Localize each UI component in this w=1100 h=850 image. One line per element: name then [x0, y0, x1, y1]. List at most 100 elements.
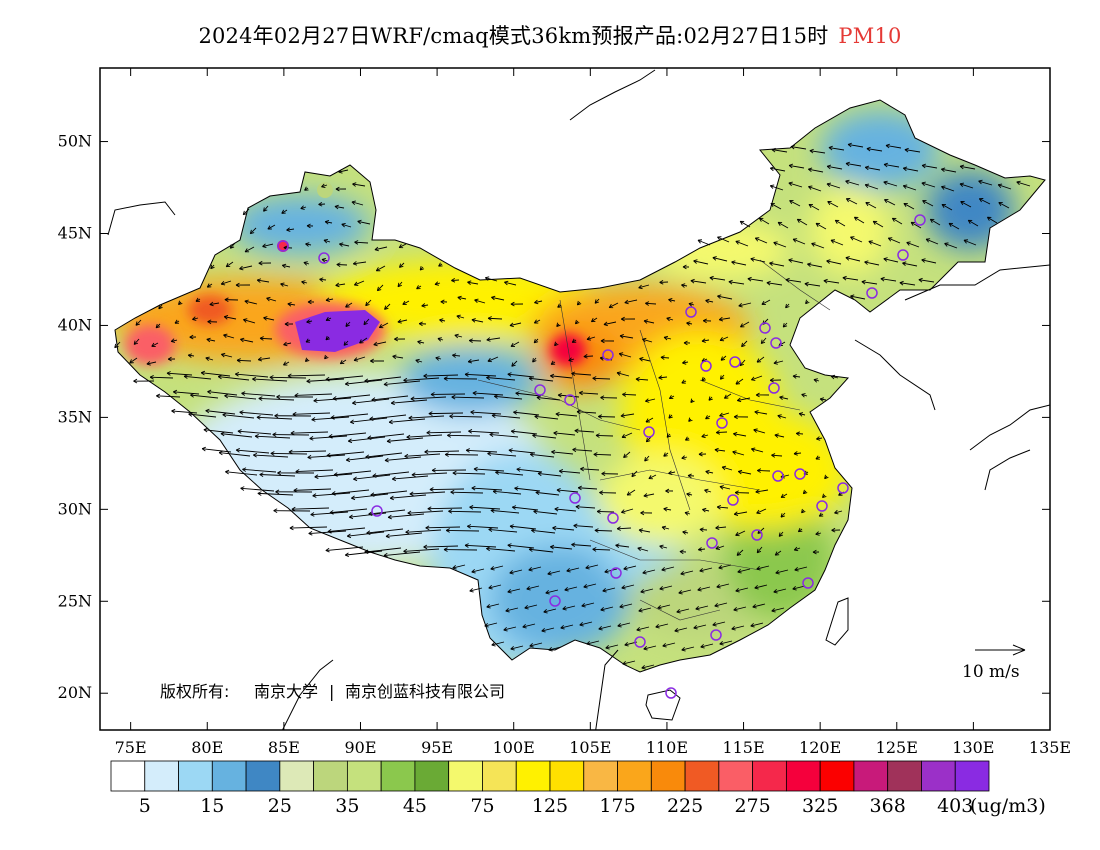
city-marker: [772, 470, 784, 482]
lon-tick-label: 100E: [493, 738, 535, 757]
wind-arrow: [346, 455, 384, 461]
wind-arrow: [593, 453, 612, 456]
wind-arrow: [347, 531, 385, 537]
wind-arrow: [329, 508, 368, 514]
wind-arrow-head: [174, 319, 179, 324]
wind-arrow: [283, 342, 292, 346]
wind-arrow-head: [465, 448, 470, 453]
longitude-axis: 75E 80E 85E 90E 95E 100E 105E 110E 115E 120E 125E 1…: [115, 68, 1071, 757]
wind-arrow: [290, 431, 329, 434]
wind-arrow-head: [594, 299, 600, 304]
wind-arrow: [529, 377, 554, 382]
wind-arrow-head: [513, 410, 518, 415]
wind-arrow-head: [735, 240, 740, 245]
wind-arrow-head: [301, 280, 306, 285]
wind-arrow-head: [693, 624, 698, 630]
wind-arrow-head: [698, 451, 703, 457]
wind-arrow: [505, 607, 519, 612]
wind-arrow: [486, 548, 516, 552]
wind-arrow: [288, 450, 327, 453]
wind-arrow: [663, 508, 672, 511]
city-marker: [549, 595, 561, 607]
wind-arrow: [522, 623, 536, 628]
wind-arrow: [452, 564, 466, 569]
wind-arrow-head: [151, 342, 156, 347]
wind-arrow: [735, 530, 746, 536]
wind-arrow-head: [639, 357, 644, 362]
wind-arrow: [301, 281, 308, 284]
wind-arrow-head: [135, 321, 140, 326]
wind-arrow-head: [657, 604, 662, 610]
wind-arrow-head: [419, 266, 425, 271]
wind-arrow-head: [645, 398, 650, 403]
wind-arrow-head: [741, 342, 746, 348]
wind-arrow: [680, 570, 694, 575]
wind-arrow: [550, 546, 573, 550]
wind-arrow: [384, 456, 422, 461]
wind-arrow: [617, 622, 631, 627]
wind-arrow: [484, 622, 498, 627]
wind-arrow-head: [242, 210, 248, 216]
wind-arrow: [622, 660, 636, 665]
wind-arrow-head: [473, 466, 478, 472]
wind-arrow: [592, 548, 611, 551]
wind-arrow-head: [590, 317, 596, 323]
wind-arrow-head: [568, 357, 573, 362]
wind-arrow: [709, 277, 726, 281]
wind-arrow: [469, 506, 501, 510]
wind-arrow-head: [868, 240, 873, 245]
wind-arrow: [621, 584, 635, 589]
wind-arrow: [626, 489, 636, 496]
wind-arrow-head: [321, 258, 326, 263]
wind-arrow-head: [275, 489, 280, 495]
wind-arrow-head: [564, 586, 569, 592]
wind-arrow: [241, 392, 276, 397]
lon-tick-label: 85E: [268, 738, 300, 757]
wind-arrow: [681, 646, 695, 651]
wind-arrow-head: [417, 340, 422, 345]
wind-arrow: [507, 544, 535, 549]
wind-arrow-head: [684, 511, 690, 516]
wind-arrow: [203, 429, 234, 434]
wind-arrow-head: [622, 392, 627, 397]
wind-arrow-head: [738, 302, 743, 308]
wind-arrow: [509, 525, 537, 530]
wind-arrow: [371, 395, 409, 401]
wind-arrow-head: [978, 179, 983, 185]
map-plot-area: 版权所有: 南京大学 | 南京创蓝科技有限公司 10 m/s: [107, 69, 1050, 730]
wind-arrow-head: [467, 358, 473, 364]
wind-arrow-head: [509, 569, 514, 575]
wind-arrow: [415, 359, 423, 363]
wind-arrow-head: [201, 446, 206, 452]
wind-arrow: [454, 334, 463, 338]
wind-arrow: [326, 451, 365, 457]
wind-arrow-head: [510, 645, 515, 651]
wind-arrow: [580, 468, 600, 471]
lon-tick-label: 75E: [115, 738, 147, 757]
wind-arrow: [574, 430, 595, 433]
wind-arrow-head: [190, 393, 195, 398]
wind-arrow: [719, 640, 733, 645]
wind-arrow-head: [370, 492, 375, 497]
wind-arrow-head: [701, 433, 706, 439]
wind-arrow-head: [774, 433, 779, 438]
wind-arrow-head: [682, 530, 687, 535]
wind-arrow: [605, 644, 619, 649]
wind-arrow: [663, 336, 672, 340]
wind-arrow-head: [507, 543, 512, 548]
wind-arrow: [242, 208, 250, 216]
wind-arrow-head: [365, 454, 370, 460]
wind-arrow-head: [626, 491, 632, 496]
wind-arrow-head: [756, 509, 761, 514]
city-marker: [685, 306, 697, 318]
wind-arrow-head: [487, 316, 492, 321]
city-marker: [277, 240, 289, 252]
wind-arrow: [904, 149, 921, 153]
wind-arrow: [868, 240, 882, 247]
wind-arrow: [220, 433, 253, 438]
wind-arrow-head: [715, 545, 720, 550]
wind-arrow-head: [785, 303, 790, 309]
wind-arrow: [716, 431, 728, 434]
wind-arrow: [221, 353, 233, 358]
wind-arrow-head: [801, 393, 806, 398]
